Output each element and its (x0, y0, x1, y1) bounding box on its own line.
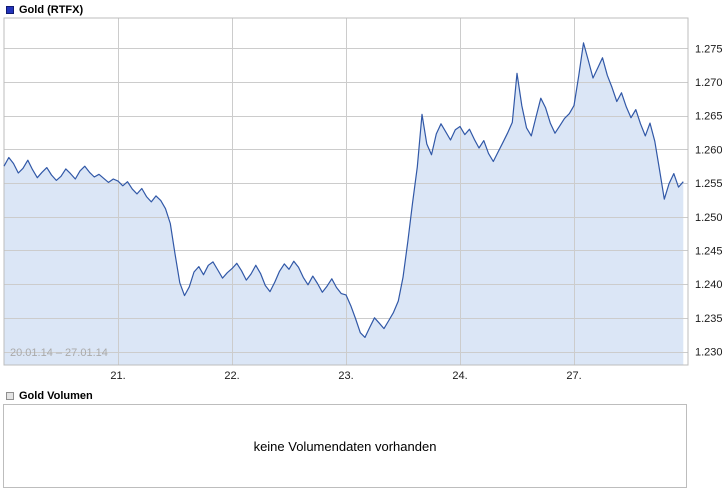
x-tick-label: 24. (452, 370, 467, 382)
price-legend-label: Gold (RTFX) (19, 4, 84, 16)
y-tick-label: 1.250 (695, 212, 723, 224)
price-area-fill (4, 42, 684, 366)
y-tick-label: 1.255 (695, 178, 723, 190)
price-line (3, 42, 684, 338)
y-tick-label: 1.275 (695, 43, 723, 55)
y-tick-label: 1.230 (695, 347, 723, 359)
price-chart: 1.275 1.270 1.265 1.260 1.255 1.250 1.245 1.240… (3, 17, 723, 382)
volume-panel: keine Volumendaten vorhanden (3, 404, 687, 488)
y-tick-label: 1.260 (695, 144, 723, 156)
date-range-label: 20.01.14 – 27.01.14 (10, 347, 108, 359)
y-tick-label: 1.265 (695, 111, 723, 123)
y-tick-label: 1.240 (695, 279, 723, 291)
y-tick-label: 1.270 (695, 77, 723, 89)
volume-legend-swatch-icon (6, 392, 14, 400)
volume-legend: Gold Volumen (6, 390, 93, 402)
y-tick-label: 1.245 (695, 245, 723, 257)
x-tick-label: 23. (338, 370, 353, 382)
plot-border (3, 17, 689, 366)
volume-message: keine Volumendaten vorhanden (253, 438, 437, 454)
y-tick-label: 1.235 (695, 313, 723, 325)
price-legend-swatch-icon (6, 6, 14, 14)
volume-legend-label: Gold Volumen (19, 390, 93, 402)
x-tick-label: 27. (566, 370, 581, 382)
x-tick-label: 21. (110, 370, 125, 382)
x-tick-label: 22. (224, 370, 239, 382)
price-legend: Gold (RTFX) (6, 4, 83, 16)
